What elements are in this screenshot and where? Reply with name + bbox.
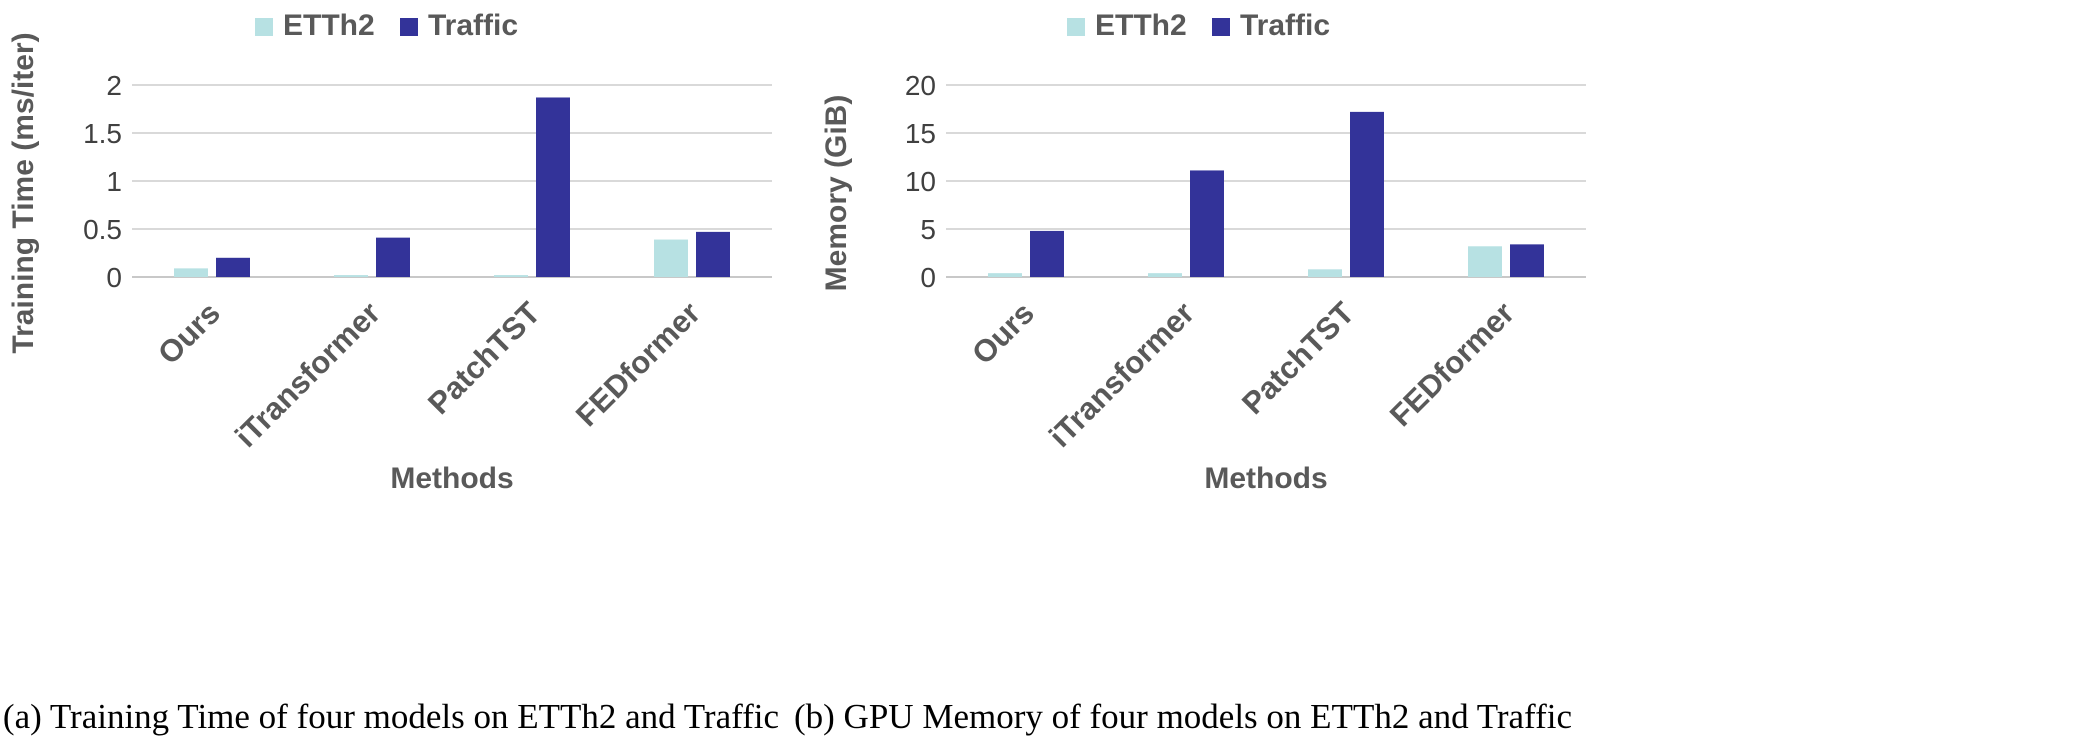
x-tick-label: iTransformer: [1042, 295, 1201, 454]
chart-gpu-memory: 0 5 10 15 20 Ours iTransformer PatchTST FEDforme…: [794, 9, 1586, 736]
legend-label: Traffic: [1240, 9, 1330, 42]
y-tick-label: 0: [920, 262, 936, 293]
legend-label: Traffic: [428, 9, 518, 42]
x-tick-label: iTransformer: [228, 295, 387, 454]
x-axis-label: Methods: [1204, 462, 1327, 495]
x-tick-label: PatchTST: [421, 295, 547, 421]
figure-caption: (a) Training Time of four models on ETTh…: [3, 697, 779, 736]
chart-training-time: 0 0.5 1 1.5 2 Ours iTransformer PatchTST FEDform…: [3, 9, 779, 736]
bar-etth2-ours: [988, 273, 1022, 277]
y-tick-label: 0: [106, 262, 122, 293]
bar-traffic-fedformer: [1510, 244, 1544, 277]
x-tick-label: Ours: [151, 295, 227, 371]
legend-swatch-traffic: [400, 18, 418, 36]
legend-swatch-traffic: [1212, 18, 1230, 36]
y-tick-label: 2: [106, 70, 122, 101]
x-axis-label: Methods: [390, 462, 513, 495]
bar-traffic-ours: [216, 257, 250, 277]
bar-traffic-itransformer: [1190, 170, 1224, 277]
x-tick-label: FEDformer: [1383, 295, 1521, 433]
bar-traffic-itransformer: [376, 237, 410, 277]
y-tick-label: 5: [920, 214, 936, 245]
x-tick-label: Ours: [965, 295, 1041, 371]
bar-traffic-fedformer: [696, 231, 730, 277]
bar-etth2-patchtst: [494, 275, 528, 277]
legend-label: ETTh2: [283, 9, 375, 42]
y-tick-label: 15: [905, 118, 936, 149]
x-tick-label: PatchTST: [1235, 295, 1361, 421]
bar-etth2-fedformer: [654, 239, 688, 277]
figure-caption: (b) GPU Memory of four models on ETTh2 a…: [794, 697, 1572, 736]
y-tick-label: 1.5: [83, 118, 122, 149]
y-tick-label: 0.5: [83, 214, 122, 245]
bar-etth2-fedformer: [1468, 246, 1502, 277]
y-tick-label: 10: [905, 166, 936, 197]
legend-swatch-etth2: [1067, 18, 1085, 36]
legend-swatch-etth2: [255, 18, 273, 36]
y-axis-label: Memory (GiB): [820, 95, 853, 292]
bar-etth2-ours: [174, 268, 208, 277]
x-tick-label: FEDformer: [569, 295, 707, 433]
bar-traffic-ours: [1030, 230, 1064, 277]
bar-etth2-itransformer: [1148, 273, 1182, 277]
bar-traffic-patchtst: [1350, 111, 1384, 277]
y-tick-label: 20: [905, 70, 936, 101]
legend-label: ETTh2: [1095, 9, 1187, 42]
bar-traffic-patchtst: [536, 97, 570, 277]
bar-etth2-patchtst: [1308, 269, 1342, 277]
y-axis-label: Training Time (ms/iter): [7, 32, 40, 353]
bar-etth2-itransformer: [334, 275, 368, 277]
y-tick-label: 1: [106, 166, 122, 197]
